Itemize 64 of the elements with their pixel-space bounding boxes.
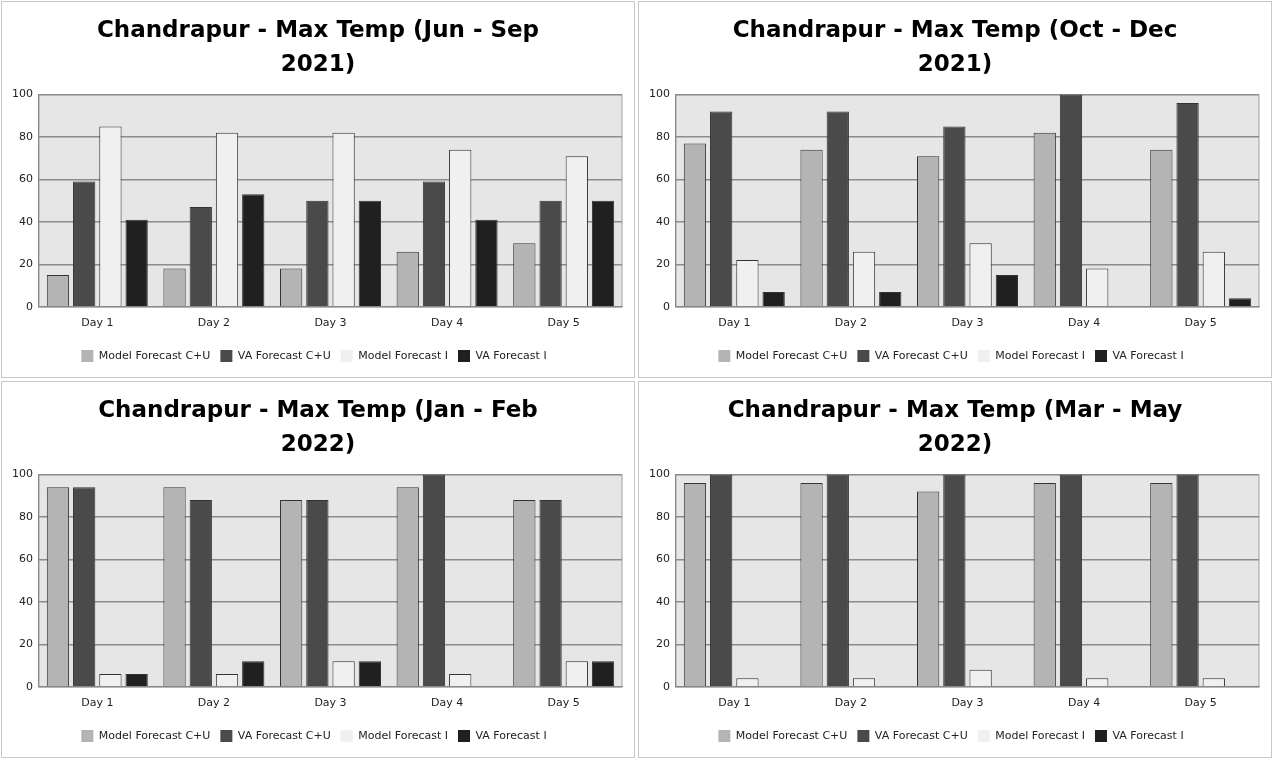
legend-label: VA Forecast C+U	[237, 728, 331, 742]
y-tick-label: 100	[649, 467, 670, 481]
y-tick-label: 60	[19, 172, 33, 186]
x-tick-label: Day 1	[718, 316, 751, 330]
legend-label: Model Forecast C+U	[735, 348, 848, 362]
y-tick-label: 40	[656, 594, 670, 608]
y-tick-label: 80	[19, 509, 33, 523]
x-tick-label: Day 4	[1067, 696, 1101, 710]
y-tick-label: 60	[19, 552, 33, 566]
chart-title: Chandrapur - Max Temp (Oct - Dec 2021)	[731, 15, 1179, 78]
y-tick-label: 40	[19, 594, 33, 608]
x-tick-label: Day 2	[834, 316, 868, 330]
x-tick-label: Day 1	[81, 696, 114, 710]
legend-label: Model Forecast I	[995, 348, 1086, 362]
y-tick-label: 20	[656, 257, 670, 271]
x-tick-label: Day 1	[81, 316, 114, 330]
legend-label: Model Forecast C+U	[98, 728, 211, 742]
y-tick-label: 20	[19, 637, 33, 651]
legend-label: Model Forecast C+U	[98, 348, 211, 362]
x-tick-label: Day 3	[314, 696, 347, 710]
y-tick-label: 0	[26, 299, 33, 313]
y-tick-label: 60	[656, 172, 670, 186]
y-tick-label: 0	[663, 299, 670, 313]
legend-label: VA Forecast C+U	[874, 728, 968, 742]
chart-title: Chandrapur - Max Temp (Mar - May 2022)	[726, 395, 1184, 458]
x-tick-label: Day 5	[547, 316, 580, 330]
y-tick-label: 100	[12, 87, 33, 101]
x-tick-label: Day 2	[197, 696, 231, 710]
x-tick-label: Day 5	[1184, 316, 1217, 330]
legend-label: VA Forecast I	[1112, 728, 1184, 742]
x-tick-label: Day 4	[1067, 316, 1101, 330]
y-tick-label: 100	[12, 467, 33, 481]
chart-title: Chandrapur - Max Temp (Jan - Feb 2022)	[97, 395, 539, 458]
y-tick-label: 80	[656, 129, 670, 143]
legend-label: Model Forecast I	[995, 728, 1086, 742]
legend-label: VA Forecast I	[1112, 348, 1184, 362]
y-tick-label: 40	[19, 214, 33, 228]
legend-label: Model Forecast I	[358, 348, 449, 362]
legend-label: VA Forecast I	[475, 348, 547, 362]
legend-label: VA Forecast I	[475, 728, 547, 742]
x-tick-label: Day 3	[314, 316, 347, 330]
y-tick-label: 0	[663, 679, 670, 693]
x-tick-label: Day 5	[1184, 696, 1217, 710]
y-tick-label: 0	[26, 679, 33, 693]
legend-label: Model Forecast I	[358, 728, 449, 742]
x-tick-label: Day 3	[951, 316, 984, 330]
y-tick-label: 40	[656, 214, 670, 228]
x-tick-label: Day 4	[430, 696, 464, 710]
x-tick-label: Day 5	[547, 696, 580, 710]
x-tick-label: Day 1	[718, 696, 751, 710]
x-tick-label: Day 2	[197, 316, 231, 330]
legend-label: Model Forecast C+U	[735, 728, 848, 742]
y-tick-label: 80	[656, 509, 670, 523]
x-tick-label: Day 3	[951, 696, 984, 710]
y-tick-label: 20	[19, 257, 33, 271]
chart-title: Chandrapur - Max Temp (Jun - Sep 2021)	[95, 15, 541, 78]
legend-label: VA Forecast C+U	[874, 348, 968, 362]
x-tick-label: Day 4	[430, 316, 464, 330]
y-tick-label: 100	[649, 87, 670, 101]
y-tick-label: 60	[656, 552, 670, 566]
x-tick-label: Day 2	[834, 696, 868, 710]
y-tick-label: 20	[656, 637, 670, 651]
y-tick-label: 80	[19, 129, 33, 143]
legend-label: VA Forecast C+U	[237, 348, 331, 362]
